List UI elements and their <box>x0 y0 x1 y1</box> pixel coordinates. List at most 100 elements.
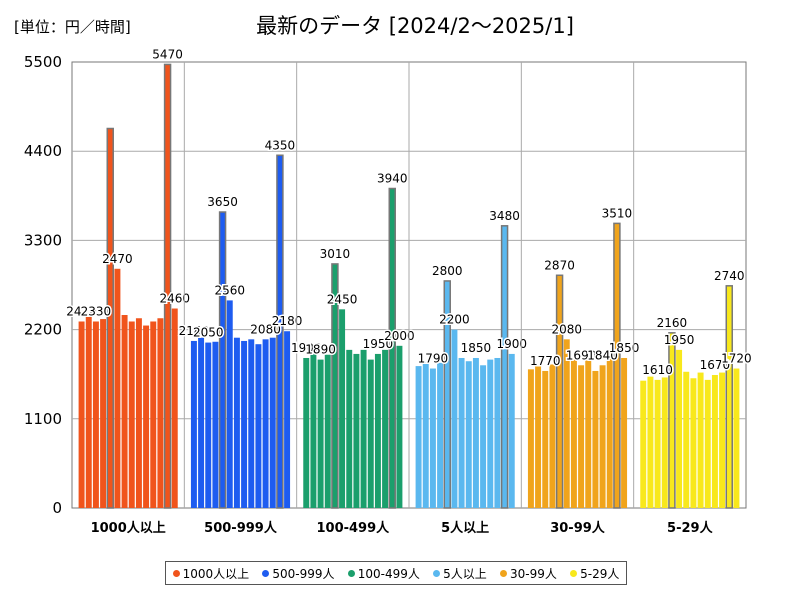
bar <box>269 337 276 508</box>
bar <box>719 372 726 508</box>
data-label: 2080 <box>551 322 582 336</box>
legend-label: 5-29人 <box>580 566 620 581</box>
bar <box>640 380 647 508</box>
bar <box>276 154 284 509</box>
y-tick-label: 0 <box>52 499 62 517</box>
x-category-label: 30-99人 <box>550 520 606 536</box>
bar <box>697 372 704 508</box>
bar <box>255 344 262 508</box>
bar <box>725 285 733 509</box>
data-label: 1670 <box>700 358 731 372</box>
bar <box>494 357 501 508</box>
bar <box>374 353 381 508</box>
legend-item[interactable]: 500-999人 <box>262 565 335 582</box>
data-label: 1720 <box>721 352 752 366</box>
legend-item[interactable]: 100-499人 <box>347 565 420 582</box>
legend-item[interactable]: 1000人以上 <box>172 565 249 582</box>
legend-item[interactable]: 5人以上 <box>433 565 487 582</box>
data-label: 1690 <box>566 348 597 362</box>
bar <box>555 274 564 509</box>
legend-marker <box>172 569 180 577</box>
bar <box>367 359 374 508</box>
data-label: 1950 <box>363 337 394 351</box>
legend-marker <box>570 569 578 577</box>
data-label: 1610 <box>642 363 673 377</box>
data-label: 2140 <box>179 324 210 338</box>
bar <box>613 222 621 509</box>
bar <box>310 353 317 508</box>
bar <box>578 365 585 508</box>
x-category-label: 500-999人 <box>204 520 278 536</box>
legend-label: 500-999人 <box>272 566 335 581</box>
legend-item[interactable]: 30-99人 <box>500 565 557 582</box>
bar <box>508 353 515 508</box>
legend-item[interactable]: 5-29人 <box>570 565 619 582</box>
bar <box>339 309 346 508</box>
bar <box>85 316 92 508</box>
data-label: 3510 <box>602 206 633 220</box>
bar <box>121 315 128 508</box>
bar <box>472 357 479 508</box>
data-label: 1850 <box>609 341 640 355</box>
data-label: 2000 <box>384 329 415 343</box>
legend-marker <box>433 569 441 577</box>
data-label: 1900 <box>496 337 527 351</box>
legend-label: 100-499人 <box>357 566 420 581</box>
data-label: 3940 <box>377 172 408 186</box>
bar <box>226 300 233 508</box>
x-category-label: 5人以上 <box>441 520 489 536</box>
bar <box>218 211 227 509</box>
bar <box>360 349 367 508</box>
bar <box>150 321 157 508</box>
bar <box>157 318 164 508</box>
y-tick-label: 1100 <box>24 410 62 428</box>
data-label: 2160 <box>657 316 688 330</box>
y-tick-label: 4400 <box>24 142 62 160</box>
bar <box>599 365 606 508</box>
bar <box>585 358 592 508</box>
bar <box>443 280 451 509</box>
bar <box>100 319 107 508</box>
bar <box>78 321 85 508</box>
bar <box>535 365 542 508</box>
bar <box>163 63 172 509</box>
legend-marker <box>347 569 355 577</box>
bar <box>284 331 291 508</box>
bar <box>205 342 212 508</box>
data-label: 1850 <box>461 341 492 355</box>
bar <box>415 366 422 508</box>
legend: 1000人以上 500-999人 100-499人 5人以上 30-99人 5-… <box>165 561 627 585</box>
data-label: 2200 <box>439 313 470 327</box>
bar <box>690 378 697 508</box>
data-label: 3010 <box>320 247 351 261</box>
bar <box>654 379 661 508</box>
data-label: 2050 <box>193 326 224 340</box>
bar <box>262 339 269 508</box>
bar <box>396 345 403 508</box>
bar <box>353 353 360 508</box>
legend-marker <box>500 569 508 577</box>
data-label: 2080 <box>250 322 281 336</box>
bar <box>190 340 197 508</box>
bar <box>683 371 690 508</box>
bar <box>542 370 549 508</box>
data-label: 1770 <box>530 354 561 368</box>
bar <box>114 268 121 508</box>
bar <box>458 357 465 508</box>
bar <box>241 340 248 508</box>
bar <box>606 358 613 508</box>
bar <box>480 365 487 508</box>
data-label: 1790 <box>418 352 449 366</box>
data-label: 3480 <box>489 209 520 223</box>
bar <box>592 370 599 508</box>
bar <box>676 349 683 508</box>
bar <box>570 358 577 508</box>
bar <box>451 329 458 508</box>
bar <box>621 357 628 508</box>
bar <box>382 349 389 508</box>
bar <box>527 369 534 508</box>
bar <box>549 364 556 508</box>
legend-label: 5人以上 <box>443 566 487 581</box>
bar <box>106 127 114 509</box>
